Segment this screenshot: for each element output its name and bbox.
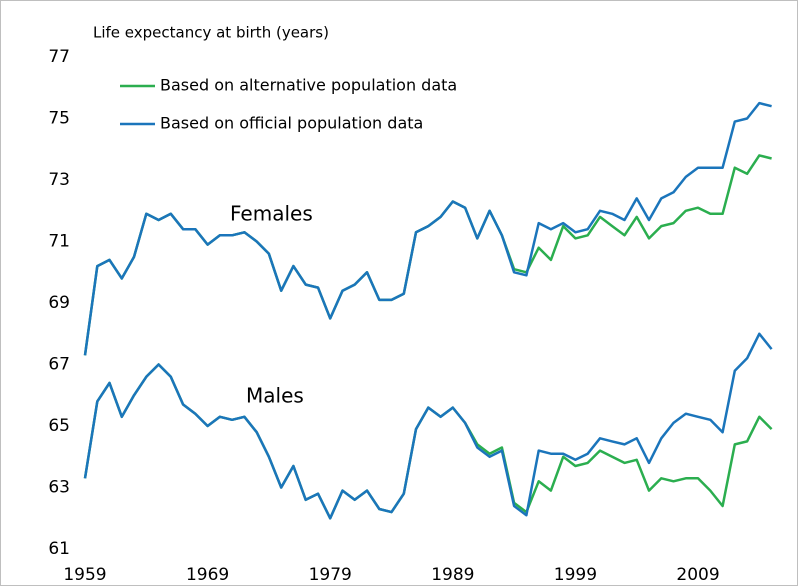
y-tick-label: 61 (48, 539, 70, 559)
x-tick-label: 1969 (186, 565, 229, 585)
x-tick-label: 2009 (676, 565, 719, 585)
y-tick-label: 77 (48, 47, 70, 67)
y-tick-label: 65 (48, 416, 70, 436)
y-tick-label: 63 (48, 478, 70, 498)
legend-label: Based on official population data (160, 114, 423, 133)
series-line (83, 101, 772, 356)
y-tick-label: 73 (48, 170, 70, 190)
x-tick-label: 1989 (431, 565, 474, 585)
y-tick-label: 71 (48, 232, 70, 252)
y-tick-label: 75 (48, 109, 70, 129)
annotation: Females (230, 202, 313, 226)
annotation: Males (246, 384, 304, 408)
x-tick-label: 1959 (63, 565, 106, 585)
chart-title: Life expectancy at birth (years) (93, 24, 329, 42)
x-tick-label: 1999 (554, 565, 597, 585)
legend-label: Based on alternative population data (160, 76, 457, 95)
x-tick-label: 1979 (309, 565, 352, 585)
y-tick-label: 69 (48, 293, 70, 313)
series-line (83, 332, 773, 520)
y-tick-label: 67 (48, 355, 70, 375)
